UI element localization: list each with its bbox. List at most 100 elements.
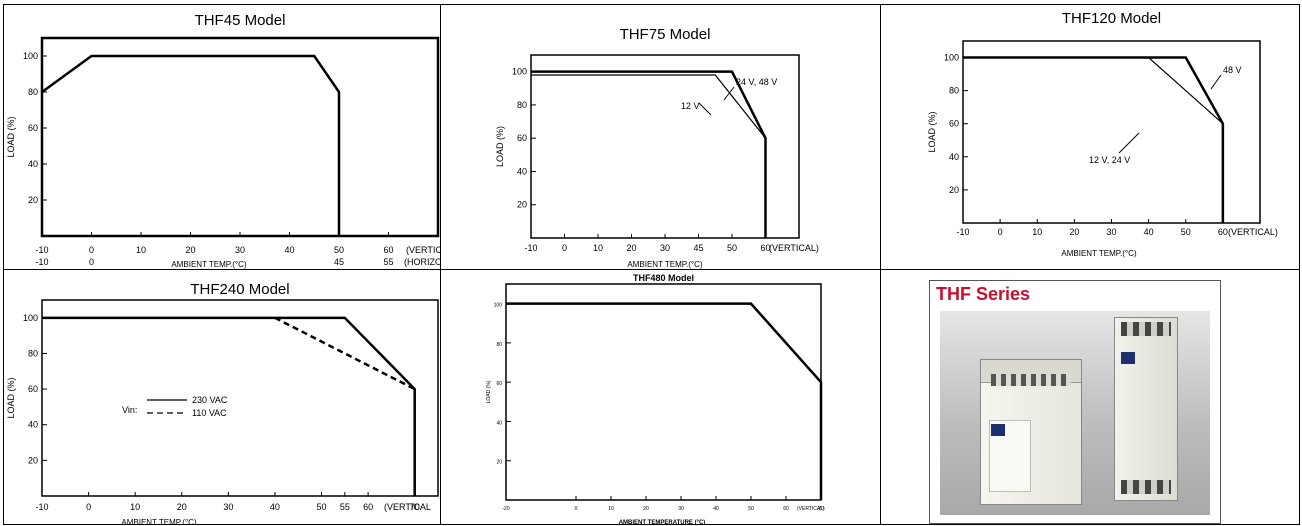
x-axis-label: AMBIENT TEMPERATURE (°C) <box>619 520 706 525</box>
y-tick-label: 60 <box>496 381 502 387</box>
chart-title: THF75 Model <box>620 26 711 43</box>
x-axis-orientation-label: (VERTICAL <box>384 502 431 512</box>
terminal-block <box>991 374 1071 386</box>
x-tick-label: 10 <box>130 502 140 512</box>
x-axis-label: AMBIENT TEMP.(°C) <box>121 518 197 525</box>
x-tick-label: 10 <box>593 243 603 253</box>
y-tick-label: 20 <box>949 185 959 195</box>
x-tick-label: -10 <box>35 245 48 255</box>
photo-background <box>940 311 1210 515</box>
chart-title: THF240 Model <box>190 281 289 298</box>
cell-thf75: THF75 Model 20 40 60 80 100 LOAD (%) -10 0 10 20 30… <box>441 5 881 270</box>
y-tick-label: 40 <box>949 152 959 162</box>
series-annotation: 48 V <box>1223 65 1242 75</box>
plot-frame <box>40 36 440 238</box>
x-tick-label: 40 <box>270 502 280 512</box>
x-tick-label: 0 <box>86 502 91 512</box>
x-tick-label: 40 <box>284 245 294 255</box>
x-axis-orientation-label: (VERTICAL) <box>1228 227 1278 237</box>
series-line <box>1148 57 1224 125</box>
legend-label: 230 VAC <box>192 395 228 405</box>
x-tick-label: 60 <box>363 502 373 512</box>
y-axis-label: LOAD (%) <box>486 380 492 403</box>
y-tick-label: 20 <box>517 200 527 210</box>
cell-thf45: THF45 Model 20 40 60 80 100 LOAD (%) -10 0 10 20 30… <box>4 5 441 270</box>
chart-thf120: THF120 Model 20 40 60 80 100 LOAD (%) -10 0 10 20 3… <box>927 10 1278 258</box>
x-tick-label: 40 <box>713 506 719 512</box>
x-axis-orientation-label: (HORIZONTAL) <box>404 257 441 267</box>
x-tick-label-horizontal: 0 <box>89 257 94 267</box>
chart-thf480: THF480 Model 20 40 60 80 100 LOAD (%) -20 0 10 20 3… <box>486 273 825 525</box>
y-tick-label: 80 <box>949 86 959 96</box>
annotation-leader <box>1210 74 1222 90</box>
y-tick-label: 100 <box>23 51 38 61</box>
y-tick-label: 80 <box>28 87 38 97</box>
y-tick-label: 100 <box>23 313 38 323</box>
x-tick-label: 0 <box>562 243 567 253</box>
y-axis-label: LOAD (%) <box>6 116 16 157</box>
x-tick-label: 30 <box>1106 227 1116 237</box>
series-line <box>531 70 767 238</box>
cell-photo: THF Series <box>881 270 1300 525</box>
y-axis-label: LOAD (%) <box>927 111 937 152</box>
x-tick-label: 40 <box>1144 227 1154 237</box>
product-photo: THF Series <box>929 280 1221 524</box>
y-tick-label: 40 <box>28 159 38 169</box>
x-tick-label: 20 <box>177 502 187 512</box>
y-tick-label: 20 <box>28 195 38 205</box>
x-tick-label: 10 <box>1032 227 1042 237</box>
x-tick-label: 60 <box>783 506 789 512</box>
y-tick-label: 100 <box>512 67 527 77</box>
y-tick-label: 80 <box>28 348 38 358</box>
plot-frame <box>41 299 439 497</box>
x-tick-label: 20 <box>1069 227 1079 237</box>
cell-thf240: THF240 Model 20 40 60 80 100 LOAD (%) -10 0 10 20 3… <box>4 270 441 525</box>
x-tick-label: 50 <box>1181 227 1191 237</box>
series-annotation: 12 V, 24 V <box>1089 155 1130 165</box>
plot-frame <box>962 40 1261 224</box>
series-line <box>506 302 823 500</box>
x-tick-label-horizontal: 45 <box>334 257 344 267</box>
x-tick-label: 30 <box>678 506 684 512</box>
photo-title: THF Series <box>936 284 1031 304</box>
power-supply-module-large <box>980 359 1082 505</box>
chart-grid: THF45 Model 20 40 60 80 100 LOAD (%) -10 0 10 20 30… <box>3 4 1300 525</box>
x-tick-label: 70 <box>818 506 824 512</box>
y-tick-label: 60 <box>949 119 959 129</box>
x-tick-label: 60 <box>1218 227 1228 237</box>
y-tick-label: 60 <box>28 123 38 133</box>
x-tick-label: 55 <box>340 502 350 512</box>
terminal-block <box>1121 322 1171 336</box>
chart-title: THF45 Model <box>195 12 286 29</box>
series-line <box>274 316 416 391</box>
x-axis-orientation-label: (VERTICAL) <box>406 245 441 255</box>
x-tick-label: -20 <box>502 506 509 512</box>
x-axis-orientation-label: (VERTICAL) <box>769 243 819 253</box>
x-tick-label: 30 <box>223 502 233 512</box>
series-annotation: 24 V, 48 V <box>736 77 777 87</box>
x-tick-label: 30 <box>660 243 670 253</box>
y-tick-label: 80 <box>517 100 527 110</box>
series-line <box>41 54 341 236</box>
x-tick-label: 50 <box>317 502 327 512</box>
x-axis-orientation-label: (VERTICAL) <box>797 506 825 512</box>
annotation-leader <box>698 102 712 116</box>
y-tick-label: 100 <box>944 53 959 63</box>
series-annotation: 12 V <box>681 101 700 111</box>
x-axis-label: AMBIENT TEMP.(°C) <box>627 260 703 269</box>
y-tick-label: 40 <box>28 420 38 430</box>
y-axis-label: LOAD (%) <box>495 126 505 167</box>
x-tick-label: 20 <box>626 243 636 253</box>
y-tick-label: 100 <box>494 303 503 309</box>
xp-logo-icon <box>1121 352 1135 364</box>
x-tick-label: 10 <box>136 245 146 255</box>
power-supply-module-slim <box>1114 317 1178 501</box>
x-tick-label: 60 <box>760 243 770 253</box>
series-line <box>42 316 416 496</box>
y-tick-label: 60 <box>28 384 38 394</box>
x-tick-label: 10 <box>608 506 614 512</box>
x-tick-label: 0 <box>998 227 1003 237</box>
series-line <box>531 74 766 139</box>
series-line <box>963 56 1225 223</box>
cell-thf120: THF120 Model 20 40 60 80 100 LOAD (%) -10 0 10 20 3… <box>881 5 1300 270</box>
